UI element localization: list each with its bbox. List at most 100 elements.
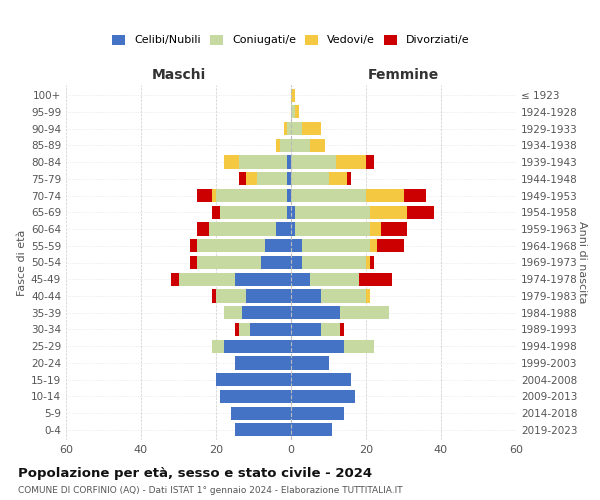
Bar (216, 290, 246, 302)
Legend: Celibi/Nubili, Coniugati/e, Vedovi/e, Divorziati/e: Celibi/Nubili, Coniugati/e, Vedovi/e, Di… (108, 30, 474, 50)
Bar (359, 272, 392, 286)
Bar (370, 239, 377, 252)
Bar (287, 172, 291, 186)
Bar (287, 206, 291, 219)
Text: Maschi: Maschi (151, 68, 206, 82)
Bar (242, 306, 291, 320)
Bar (291, 406, 343, 420)
Bar (295, 222, 370, 235)
Text: Femmine: Femmine (368, 68, 439, 82)
Bar (291, 106, 295, 118)
Bar (370, 256, 373, 269)
Bar (212, 189, 216, 202)
Bar (280, 139, 291, 152)
Bar (347, 172, 351, 186)
Bar (329, 172, 347, 186)
Bar (235, 424, 291, 436)
Bar (239, 156, 287, 168)
Bar (291, 306, 340, 320)
Bar (235, 356, 291, 370)
Bar (310, 139, 325, 152)
Bar (340, 306, 389, 320)
Bar (291, 340, 343, 353)
Bar (223, 340, 291, 353)
Bar (261, 256, 291, 269)
Bar (171, 272, 179, 286)
Bar (239, 172, 246, 186)
Bar (291, 373, 351, 386)
Bar (340, 323, 343, 336)
Bar (407, 206, 433, 219)
Bar (370, 222, 381, 235)
Bar (220, 206, 287, 219)
Bar (212, 206, 220, 219)
Bar (179, 272, 235, 286)
Bar (197, 256, 261, 269)
Bar (287, 122, 291, 135)
Bar (310, 272, 359, 286)
Bar (197, 239, 265, 252)
Bar (404, 189, 426, 202)
Bar (295, 206, 370, 219)
Bar (209, 222, 276, 235)
Bar (291, 222, 295, 235)
Bar (377, 239, 404, 252)
Bar (220, 390, 291, 403)
Bar (381, 222, 407, 235)
Bar (231, 406, 291, 420)
Bar (235, 272, 291, 286)
Bar (223, 306, 242, 320)
Bar (239, 323, 250, 336)
Bar (216, 373, 291, 386)
Bar (321, 323, 340, 336)
Bar (197, 222, 209, 235)
Bar (223, 156, 239, 168)
Bar (302, 122, 321, 135)
Bar (291, 139, 310, 152)
Bar (366, 189, 404, 202)
Bar (291, 272, 310, 286)
Bar (343, 340, 373, 353)
Bar (291, 172, 329, 186)
Bar (291, 189, 366, 202)
Bar (291, 88, 295, 102)
Bar (291, 323, 321, 336)
Bar (370, 206, 407, 219)
Bar (235, 323, 239, 336)
Bar (291, 256, 302, 269)
Bar (197, 189, 212, 202)
Bar (291, 206, 295, 219)
Bar (295, 106, 299, 118)
Bar (284, 122, 287, 135)
Bar (291, 156, 336, 168)
Bar (246, 290, 291, 302)
Bar (212, 290, 216, 302)
Bar (216, 189, 287, 202)
Bar (287, 156, 291, 168)
Bar (246, 172, 257, 186)
Bar (276, 139, 280, 152)
Bar (212, 340, 223, 353)
Bar (265, 239, 291, 252)
Bar (190, 256, 197, 269)
Bar (302, 239, 370, 252)
Bar (366, 290, 370, 302)
Bar (336, 156, 366, 168)
Bar (321, 290, 366, 302)
Bar (257, 172, 287, 186)
Y-axis label: Fasce di età: Fasce di età (17, 230, 27, 296)
Text: COMUNE DI CORFINIO (AQ) - Dati ISTAT 1° gennaio 2024 - Elaborazione TUTTITALIA.I: COMUNE DI CORFINIO (AQ) - Dati ISTAT 1° … (18, 486, 403, 495)
Bar (366, 156, 373, 168)
Bar (291, 356, 329, 370)
Bar (190, 239, 197, 252)
Bar (291, 290, 321, 302)
Y-axis label: Anni di nascita: Anni di nascita (577, 221, 587, 304)
Bar (302, 256, 366, 269)
Bar (291, 239, 302, 252)
Bar (276, 222, 291, 235)
Bar (287, 189, 291, 202)
Bar (250, 323, 291, 336)
Bar (291, 122, 302, 135)
Bar (366, 256, 370, 269)
Bar (291, 390, 355, 403)
